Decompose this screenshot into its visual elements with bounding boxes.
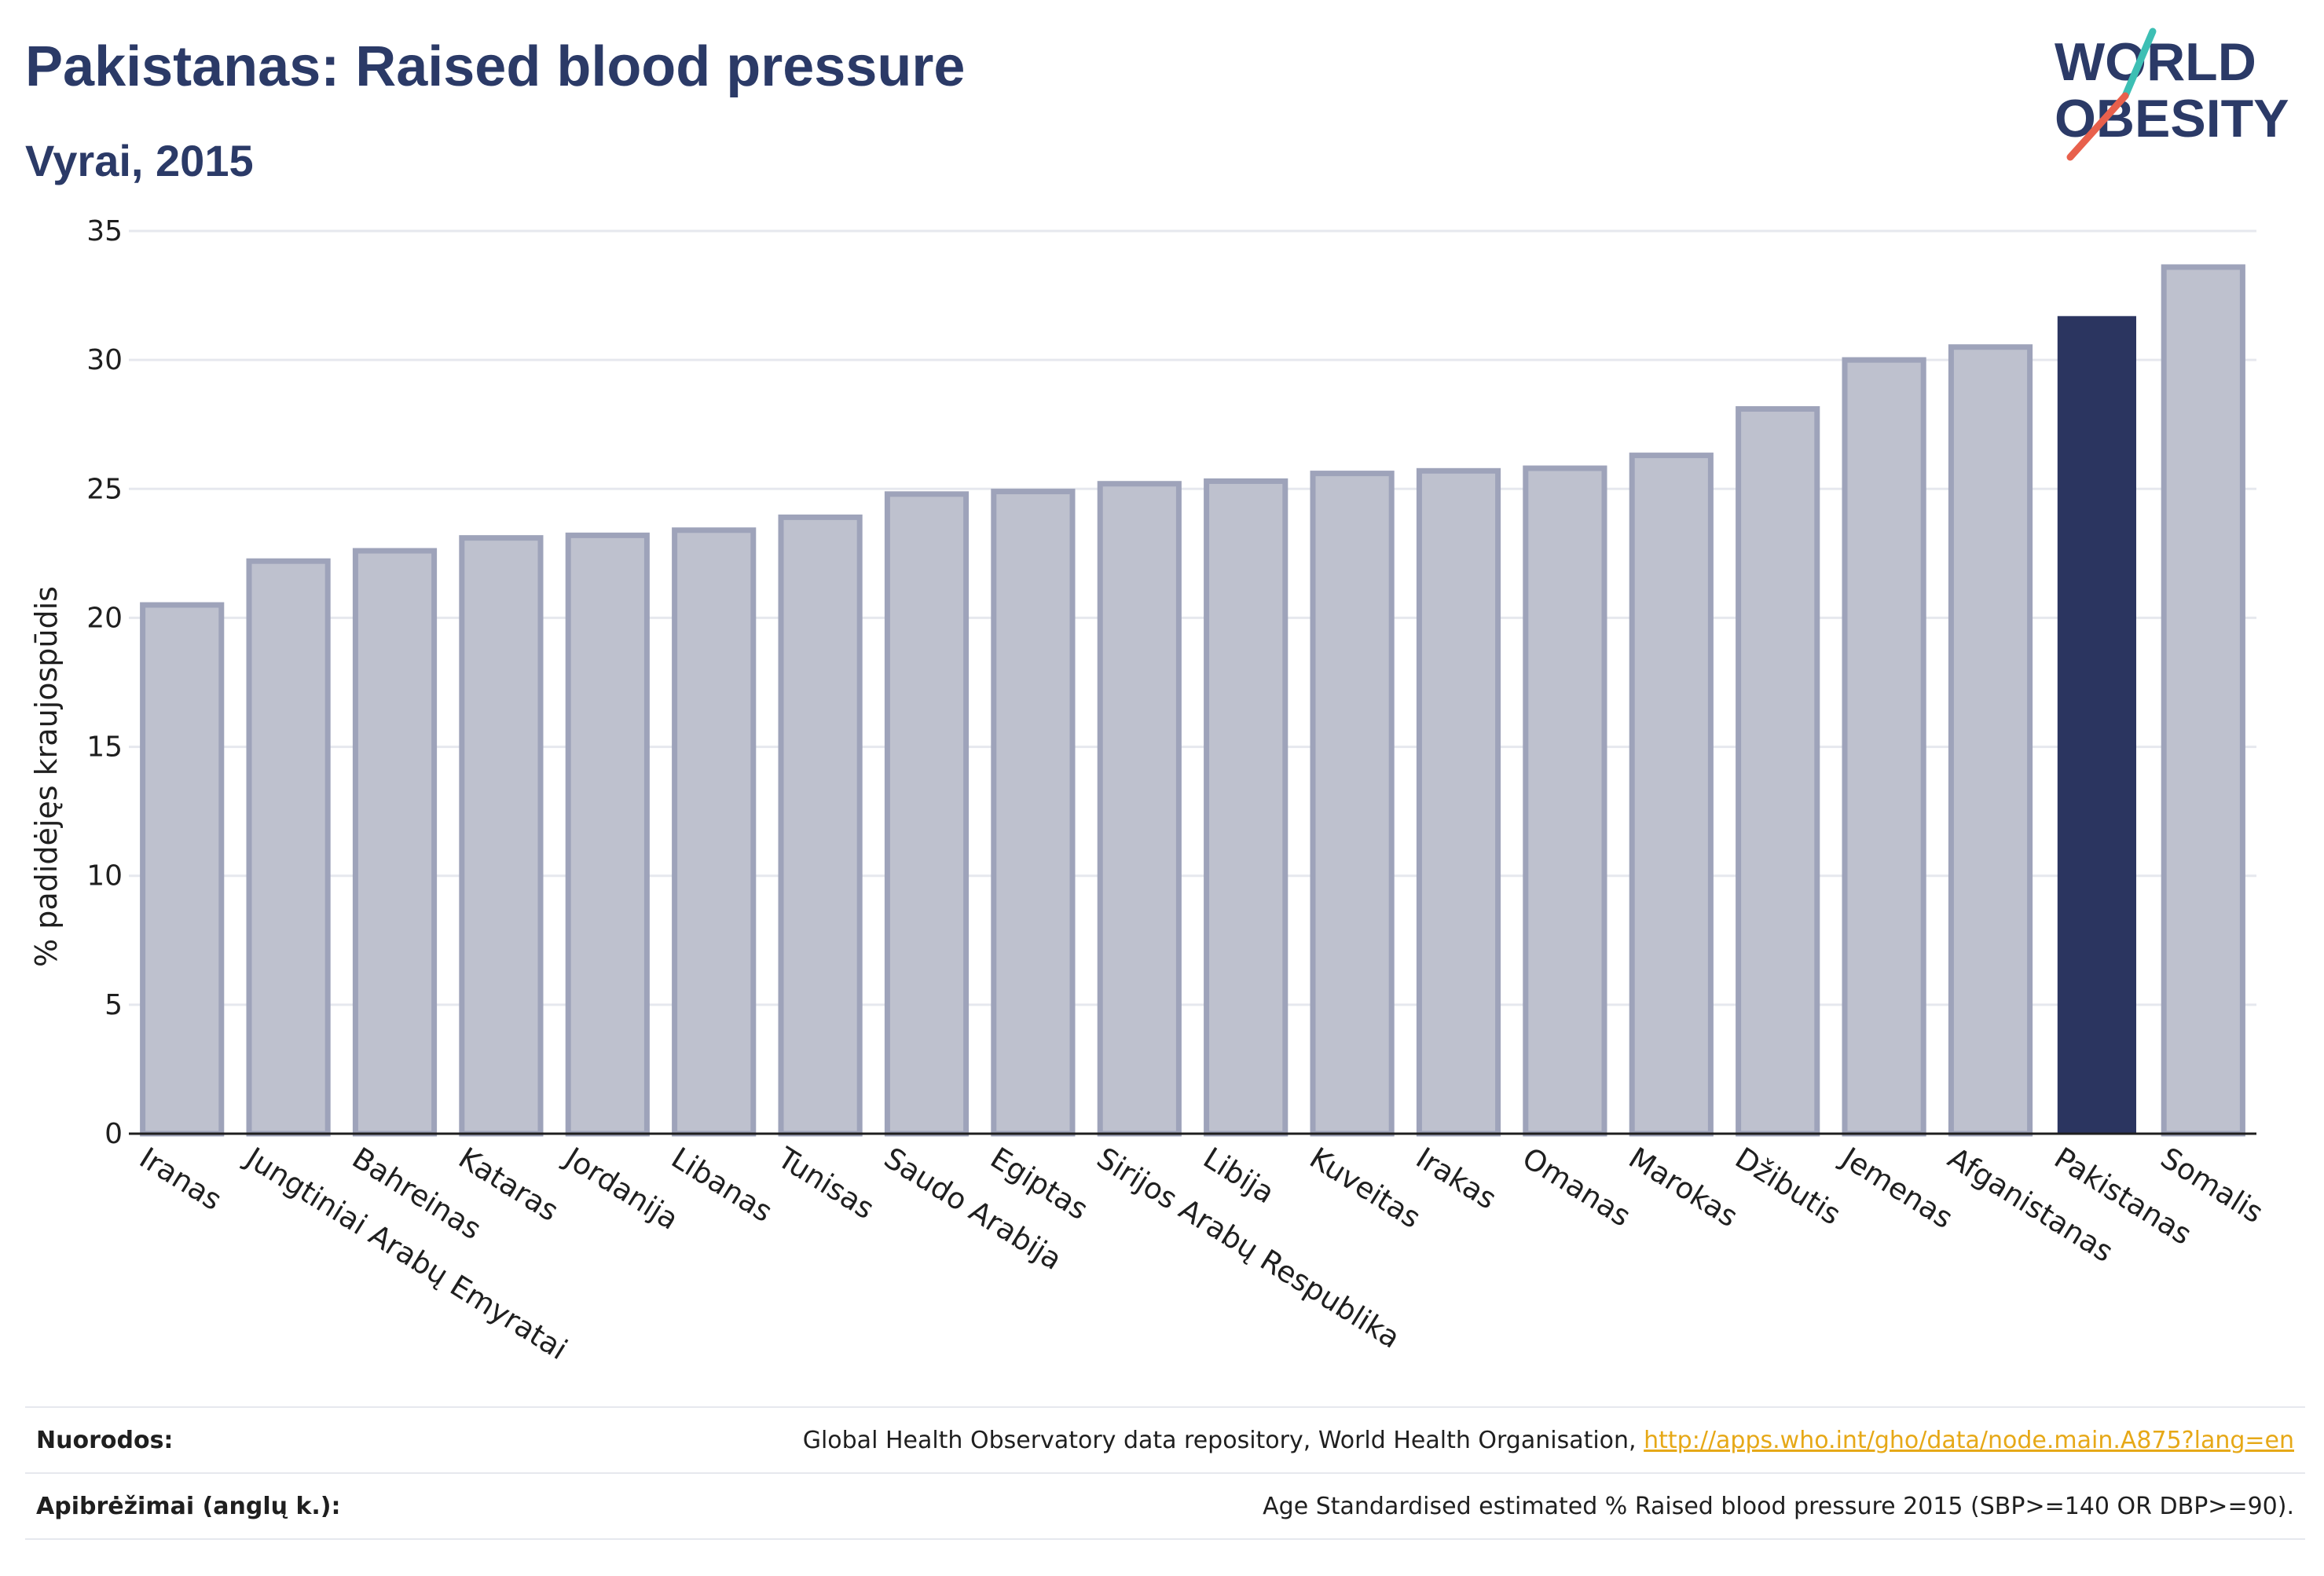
x-category-label: Jemenas [1835, 1140, 1959, 1235]
definitions-label: Apibrėžimai (anglų k.): [36, 1492, 341, 1520]
y-tick-label: 5 [104, 989, 123, 1021]
chart-title: Pakistanas: Raised blood pressure [25, 35, 966, 98]
bar-džibutis [1736, 406, 1820, 1137]
bar-irakas [1416, 467, 1501, 1137]
bar-jordanija [565, 532, 650, 1137]
y-tick-label: 10 [86, 860, 123, 892]
bar-saudo-arabija [884, 491, 970, 1137]
bar-chart: 0 5 10 15 20 25 30 35 Iranas Jungtiniai Arabų Em… [29, 215, 2269, 1366]
sources-label: Nuorodos: [36, 1426, 174, 1454]
y-axis-title: % padidėjęs kraujospūdis [29, 586, 64, 967]
bar-jungtiniai-arabų-emyratai [246, 558, 331, 1137]
bar-bahreinas [352, 548, 438, 1137]
sources-value: Global Health Observatory data repositor… [803, 1427, 2294, 1454]
x-category-label: Saudo Arabija [878, 1141, 1068, 1277]
bar-somalis [2161, 264, 2245, 1137]
bar-kuveitas [1310, 471, 1395, 1137]
x-category-label: Omanas [1516, 1141, 1637, 1233]
y-tick-label: 0 [104, 1118, 123, 1150]
y-tick-label: 20 [86, 602, 123, 634]
x-category-labels: Iranas Jungtiniai Arabų EmyrataiBahreinas… [134, 1140, 2269, 1366]
bar-libanas [672, 527, 757, 1137]
y-tick-label: 15 [86, 731, 123, 764]
x-category-label: Libanas [665, 1141, 779, 1229]
bar-libija [1204, 478, 1288, 1137]
definitions-row: Apibrėžimai (anglų k.): Age Standardised… [25, 1472, 2305, 1540]
bar-sirijos-arabų-respublika [1097, 481, 1182, 1137]
bar-marokas [1629, 453, 1714, 1137]
sources-link[interactable]: http://apps.who.int/gho/data/node.main.A… [1644, 1426, 2294, 1454]
y-tick-labels: 0 5 10 15 20 25 30 35 [86, 215, 123, 1150]
logo-line-2: OBESITY [2055, 89, 2289, 148]
bar-egiptas [991, 489, 1076, 1137]
bars [140, 264, 2245, 1137]
x-category-label: Tunisas [772, 1141, 880, 1226]
x-category-label: Marokas [1623, 1141, 1744, 1233]
bar-tunisas [778, 514, 863, 1137]
x-category-label: Libija [1197, 1141, 1281, 1210]
logo-slash-coral [2066, 92, 2129, 161]
chart-subtitle: Vyrai, 2015 [25, 136, 254, 185]
logo-slash-teal [2121, 27, 2157, 100]
x-category-label: Džibutis [1729, 1141, 1846, 1232]
bar-omanas [1523, 465, 1607, 1137]
y-tick-label: 30 [86, 344, 123, 376]
x-category-label: Jordanija [558, 1140, 684, 1237]
bar-kataras [459, 535, 544, 1137]
bar-iranas [140, 602, 225, 1137]
sources-text: Global Health Observatory data repositor… [802, 1426, 1637, 1454]
x-category-label: Kuveitas [1303, 1141, 1426, 1235]
bar-jemenas [1842, 357, 1926, 1137]
x-category-label: Iranas [134, 1141, 228, 1217]
footer-table: Nuorodos: Global Health Observatory data… [25, 1406, 2305, 1540]
definitions-text: Age Standardised estimated % Raised bloo… [1263, 1492, 2294, 1520]
grid-lines [129, 229, 2256, 1006]
logo-line-1: WORLD [2055, 32, 2256, 92]
world-obesity-logo: WORLD OBESITY [2055, 27, 2289, 161]
bar-afganistanas [1948, 344, 2033, 1137]
y-tick-label: 25 [86, 473, 123, 505]
bar-pakistanas [2057, 316, 2136, 1134]
y-tick-label: 35 [86, 215, 123, 247]
sources-row: Nuorodos: Global Health Observatory data… [25, 1406, 2305, 1472]
